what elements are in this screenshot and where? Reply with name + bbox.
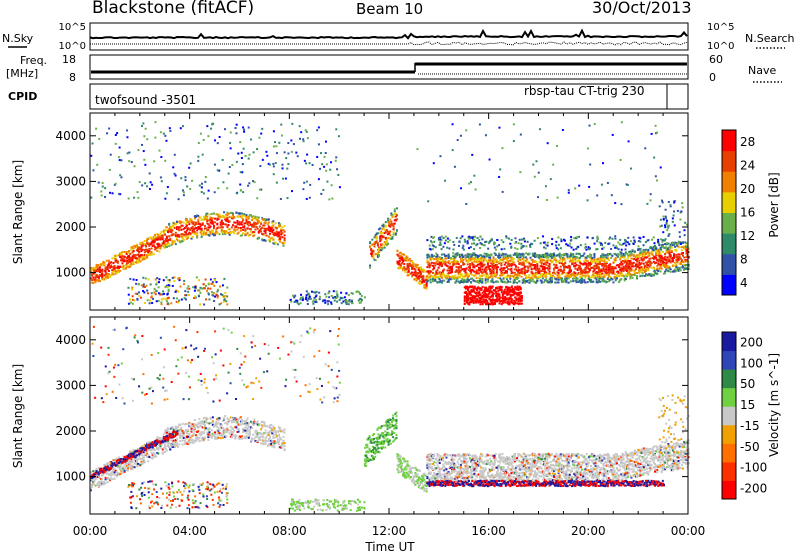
nsearch-label: N.Search xyxy=(745,32,795,45)
velocity-colorbar xyxy=(721,331,737,500)
colorbar-segment xyxy=(722,443,736,463)
colorbar-segment xyxy=(722,130,736,152)
colorbar-segment xyxy=(722,171,736,193)
time-tick-label: 00:00 xyxy=(671,524,706,538)
colorbar-segment xyxy=(722,369,736,389)
colorbar-segment xyxy=(722,150,736,172)
colorbar-segment xyxy=(722,191,736,213)
colorbar-segment xyxy=(722,424,736,444)
colorbar-tick-label: 20 xyxy=(740,182,755,196)
velocity-scatter xyxy=(90,325,690,512)
noise-strip: N.Sky 10^5 10^0 10^5 10^0 N.Search xyxy=(2,22,795,52)
colorbar-segment xyxy=(722,233,736,255)
colorbar-tick-label: -50 xyxy=(740,440,760,454)
range-tick-label: 3000 xyxy=(55,378,86,392)
colorbar-tick-label: 50 xyxy=(740,377,755,391)
range-tick-label: 4000 xyxy=(55,333,86,347)
freq-unit: [MHz] xyxy=(6,67,38,80)
velocity-x-tickmarks xyxy=(89,317,689,514)
cpid-mode-1: twofsound -3501 xyxy=(95,93,196,107)
freq-tick-top: 18 xyxy=(62,53,76,66)
time-tick-label: 08:00 xyxy=(272,524,307,538)
colorbar-tick-label: 100 xyxy=(740,356,763,370)
velocity-y-ticks: 1000 2000 3000 4000 xyxy=(55,333,688,484)
power-panel: 1000 2000 3000 4000 Slant Range [km] 28 24 20… xyxy=(11,112,781,311)
freq-tick-bottom: 8 xyxy=(69,71,76,84)
cpid-label: CPID xyxy=(8,90,37,103)
colorbar-tick-label: 200 xyxy=(740,335,763,349)
noise-tick-left-top: 10^5 xyxy=(59,22,86,33)
range-tick-label: 2000 xyxy=(55,220,86,234)
date-title: 30/Oct/2013 xyxy=(592,0,692,17)
time-tick-label: 04:00 xyxy=(172,524,207,538)
velocity-colorbar-label: Velocity [m s^-1] xyxy=(767,353,781,457)
range-tick-label: 1000 xyxy=(55,470,86,484)
nsky-label: N.Sky xyxy=(2,32,34,45)
cpid-strip: CPID twofsound -3501 rbsp-tau CT-trig 23… xyxy=(8,83,689,110)
nave-tick-top: 60 xyxy=(709,53,723,66)
colorbar-segment xyxy=(722,274,736,296)
colorbar-tick-label: 16 xyxy=(740,206,755,220)
power-scatter xyxy=(90,121,690,306)
power-y-ticks: 1000 2000 3000 4000 xyxy=(55,129,688,280)
colorbar-tick-label: 15 xyxy=(740,398,755,412)
velocity-plot-area xyxy=(89,316,689,515)
colorbar-tick-label: -100 xyxy=(740,461,767,475)
range-tick-label: 3000 xyxy=(55,174,86,188)
nave-tick-bottom: 0 xyxy=(709,71,716,84)
beam-title: Beam 10 xyxy=(356,0,423,18)
time-axis-tick-labels: 00:00 04:00 08:00 12:00 16:00 20:00 00:00 xyxy=(73,524,706,538)
nsearch-series xyxy=(90,41,688,46)
colorbar-tick-label: 28 xyxy=(740,135,755,149)
time-tick-label: 12:00 xyxy=(372,524,407,538)
power-ylabel: Slant Range [km] xyxy=(11,160,25,264)
noise-tick-right-bottom: 10^0 xyxy=(707,41,734,52)
colorbar-segment xyxy=(722,212,736,234)
time-tick-label: 16:00 xyxy=(471,524,506,538)
nsky-series xyxy=(89,28,688,40)
velocity-colorbar-ticks: 200 100 50 15 -15 -50 -100 -200 xyxy=(740,335,767,495)
colorbar-segment xyxy=(722,406,736,426)
noise-tick-left-bottom: 10^0 xyxy=(59,41,86,52)
power-colorbar-label: Power [dB] xyxy=(767,172,781,237)
power-x-tickmarks xyxy=(89,113,689,310)
station-title: Blackstone (fitACF) xyxy=(92,0,254,18)
range-tick-label: 4000 xyxy=(55,129,86,143)
velocity-panel: 1000 2000 3000 4000 Slant Range [km] 200 100… xyxy=(11,316,781,515)
velocity-ylabel: Slant Range [km] xyxy=(11,364,25,468)
range-tick-label: 1000 xyxy=(55,266,86,280)
time-axis-label: Time UT xyxy=(364,540,415,554)
colorbar-tick-label: -15 xyxy=(740,419,760,433)
nave-label: Nave xyxy=(748,64,776,77)
colorbar-segment xyxy=(722,350,736,370)
freq-strip: Freq. [MHz] 18 8 60 0 Nave xyxy=(6,53,782,84)
power-colorbar-ticks: 28 24 20 16 12 8 4 xyxy=(740,135,755,290)
colorbar-segment xyxy=(722,387,736,407)
colorbar-tick-label: 24 xyxy=(740,158,755,172)
noise-tick-right-top: 10^5 xyxy=(707,22,734,33)
power-colorbar xyxy=(721,129,737,296)
colorbar-segment xyxy=(722,332,736,352)
colorbar-segment xyxy=(722,480,736,500)
colorbar-tick-label: 12 xyxy=(740,229,755,243)
freq-label: Freq. xyxy=(20,54,47,67)
colorbar-segment xyxy=(722,461,736,481)
colorbar-tick-label: -200 xyxy=(740,482,767,496)
time-tick-label: 00:00 xyxy=(73,524,108,538)
cpid-mode-2: rbsp-tau CT-trig 230 xyxy=(524,84,644,98)
range-tick-label: 2000 xyxy=(55,424,86,438)
time-tick-label: 20:00 xyxy=(571,524,606,538)
colorbar-tick-label: 4 xyxy=(740,276,748,290)
colorbar-segment xyxy=(722,253,736,275)
colorbar-tick-label: 8 xyxy=(740,253,748,267)
